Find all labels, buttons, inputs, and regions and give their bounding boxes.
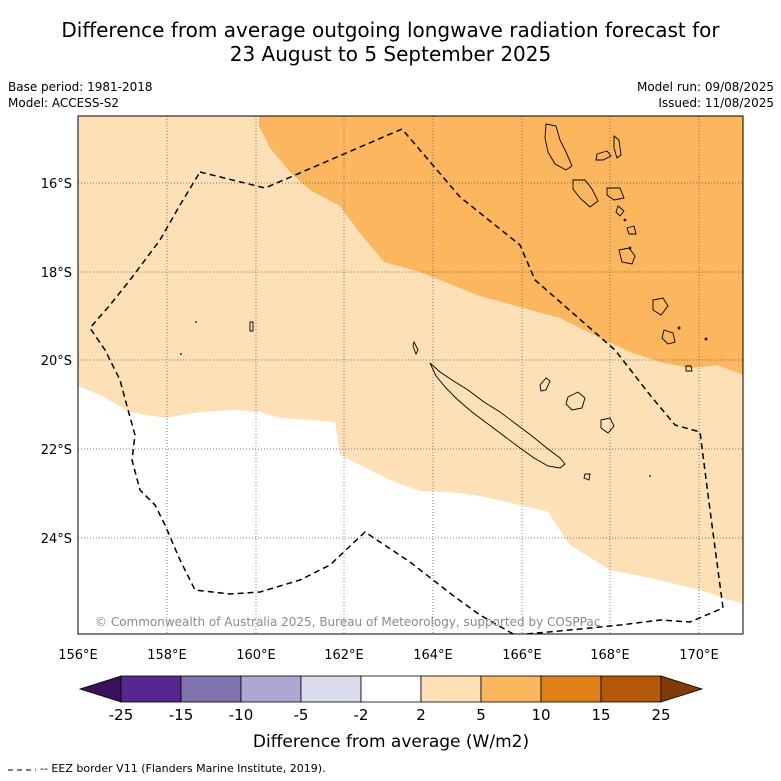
longitude-labels: 156°E 158°E 160°E 162°E 164°E 166°E 168°… — [58, 648, 719, 663]
meta-left: Base period: 1981-2018 Model: ACCESS-S2 — [8, 79, 153, 111]
mare-outline — [600, 417, 615, 434]
small-islet-5 — [180, 353, 182, 355]
map-frame — [77, 115, 744, 635]
small-islet-4 — [195, 321, 197, 323]
eez-legend-text: -- EEZ border V11 (Flanders Marine Insti… — [40, 762, 326, 775]
lon-label: 170°E — [679, 648, 719, 663]
small-islet-1 — [583, 473, 591, 481]
colorbar-extend-high — [660, 675, 704, 703]
copyright-notice: © Commonwealth of Australia 2025, Bureau… — [95, 615, 600, 629]
small-islet-2 — [249, 321, 254, 332]
map-gridlines — [78, 116, 743, 634]
lat-label: 24°S — [41, 532, 72, 547]
new-caledonia-outline — [429, 362, 566, 469]
colorbar-swatch — [240, 675, 302, 703]
title-line-1: Difference from average outgoing longwav… — [61, 18, 720, 42]
colorbar — [78, 675, 704, 703]
colorbar-tick: -5 — [294, 706, 309, 724]
vanuatu-islands — [544, 123, 708, 372]
colorbar-tick: -10 — [229, 706, 254, 724]
colorbar-tick: 5 — [476, 706, 486, 724]
colorbar-tick: -25 — [109, 706, 134, 724]
model-name: Model: ACCESS-S2 — [8, 96, 120, 110]
small-islet-3 — [649, 475, 651, 477]
lon-label: 164°E — [413, 648, 453, 663]
lifou-outline — [565, 391, 586, 411]
colorbar-label: Difference from average (W/m2) — [253, 732, 529, 752]
lon-label: 162°E — [324, 648, 364, 663]
colorbar-tick: 10 — [531, 706, 550, 724]
lat-label: 18°S — [41, 266, 72, 281]
colorbar-swatch — [420, 675, 482, 703]
colorbar-swatch — [600, 675, 662, 703]
meta-right: Model run: 09/08/2025 Issued: 11/08/2025 — [637, 79, 774, 111]
ouvea-outline — [539, 377, 551, 392]
colorbar-swatch — [300, 675, 362, 703]
base-period: Base period: 1981-2018 — [8, 80, 153, 94]
colorbar-tick: 15 — [591, 706, 610, 724]
colorbar-ticks: -25 -15 -10 -5 -2 2 5 10 15 25 — [109, 706, 671, 724]
colorbar-swatch — [540, 675, 602, 703]
lon-label: 156°E — [58, 648, 98, 663]
eez-legend: -- EEZ border V11 (Flanders Marine Insti… — [8, 762, 326, 775]
title-line-2: 23 August to 5 September 2025 — [229, 42, 552, 66]
colorbar-tick: 2 — [416, 706, 426, 724]
colorbar-swatch — [120, 675, 182, 703]
colorbar-tick: 25 — [651, 706, 670, 724]
map-plot-area: © Commonwealth of Australia 2025, Bureau… — [78, 116, 743, 634]
belep-islands-outline — [412, 340, 419, 356]
lon-label: 166°E — [502, 648, 542, 663]
colorbar-swatch — [360, 675, 422, 703]
map-title: Difference from average outgoing longwav… — [0, 18, 781, 66]
colorbar-tick: -15 — [169, 706, 194, 724]
lon-label: 168°E — [590, 648, 630, 663]
anomaly-region-orange — [259, 116, 743, 375]
lat-label: 20°S — [41, 354, 72, 369]
lat-label: 16°S — [41, 177, 72, 192]
colorbar-extend-low — [78, 675, 122, 703]
lon-label: 158°E — [147, 648, 187, 663]
lat-label: 22°S — [41, 443, 72, 458]
colorbar-swatch — [480, 675, 542, 703]
colorbar-tick: -2 — [354, 706, 369, 724]
eez-border — [89, 128, 724, 634]
colorbar-swatch — [180, 675, 242, 703]
issued-date: Issued: 11/08/2025 — [658, 96, 774, 110]
latitude-labels: 16°S 18°S 20°S 22°S 24°S — [41, 177, 72, 547]
lon-label: 160°E — [236, 648, 276, 663]
model-run: Model run: 09/08/2025 — [636, 80, 774, 94]
